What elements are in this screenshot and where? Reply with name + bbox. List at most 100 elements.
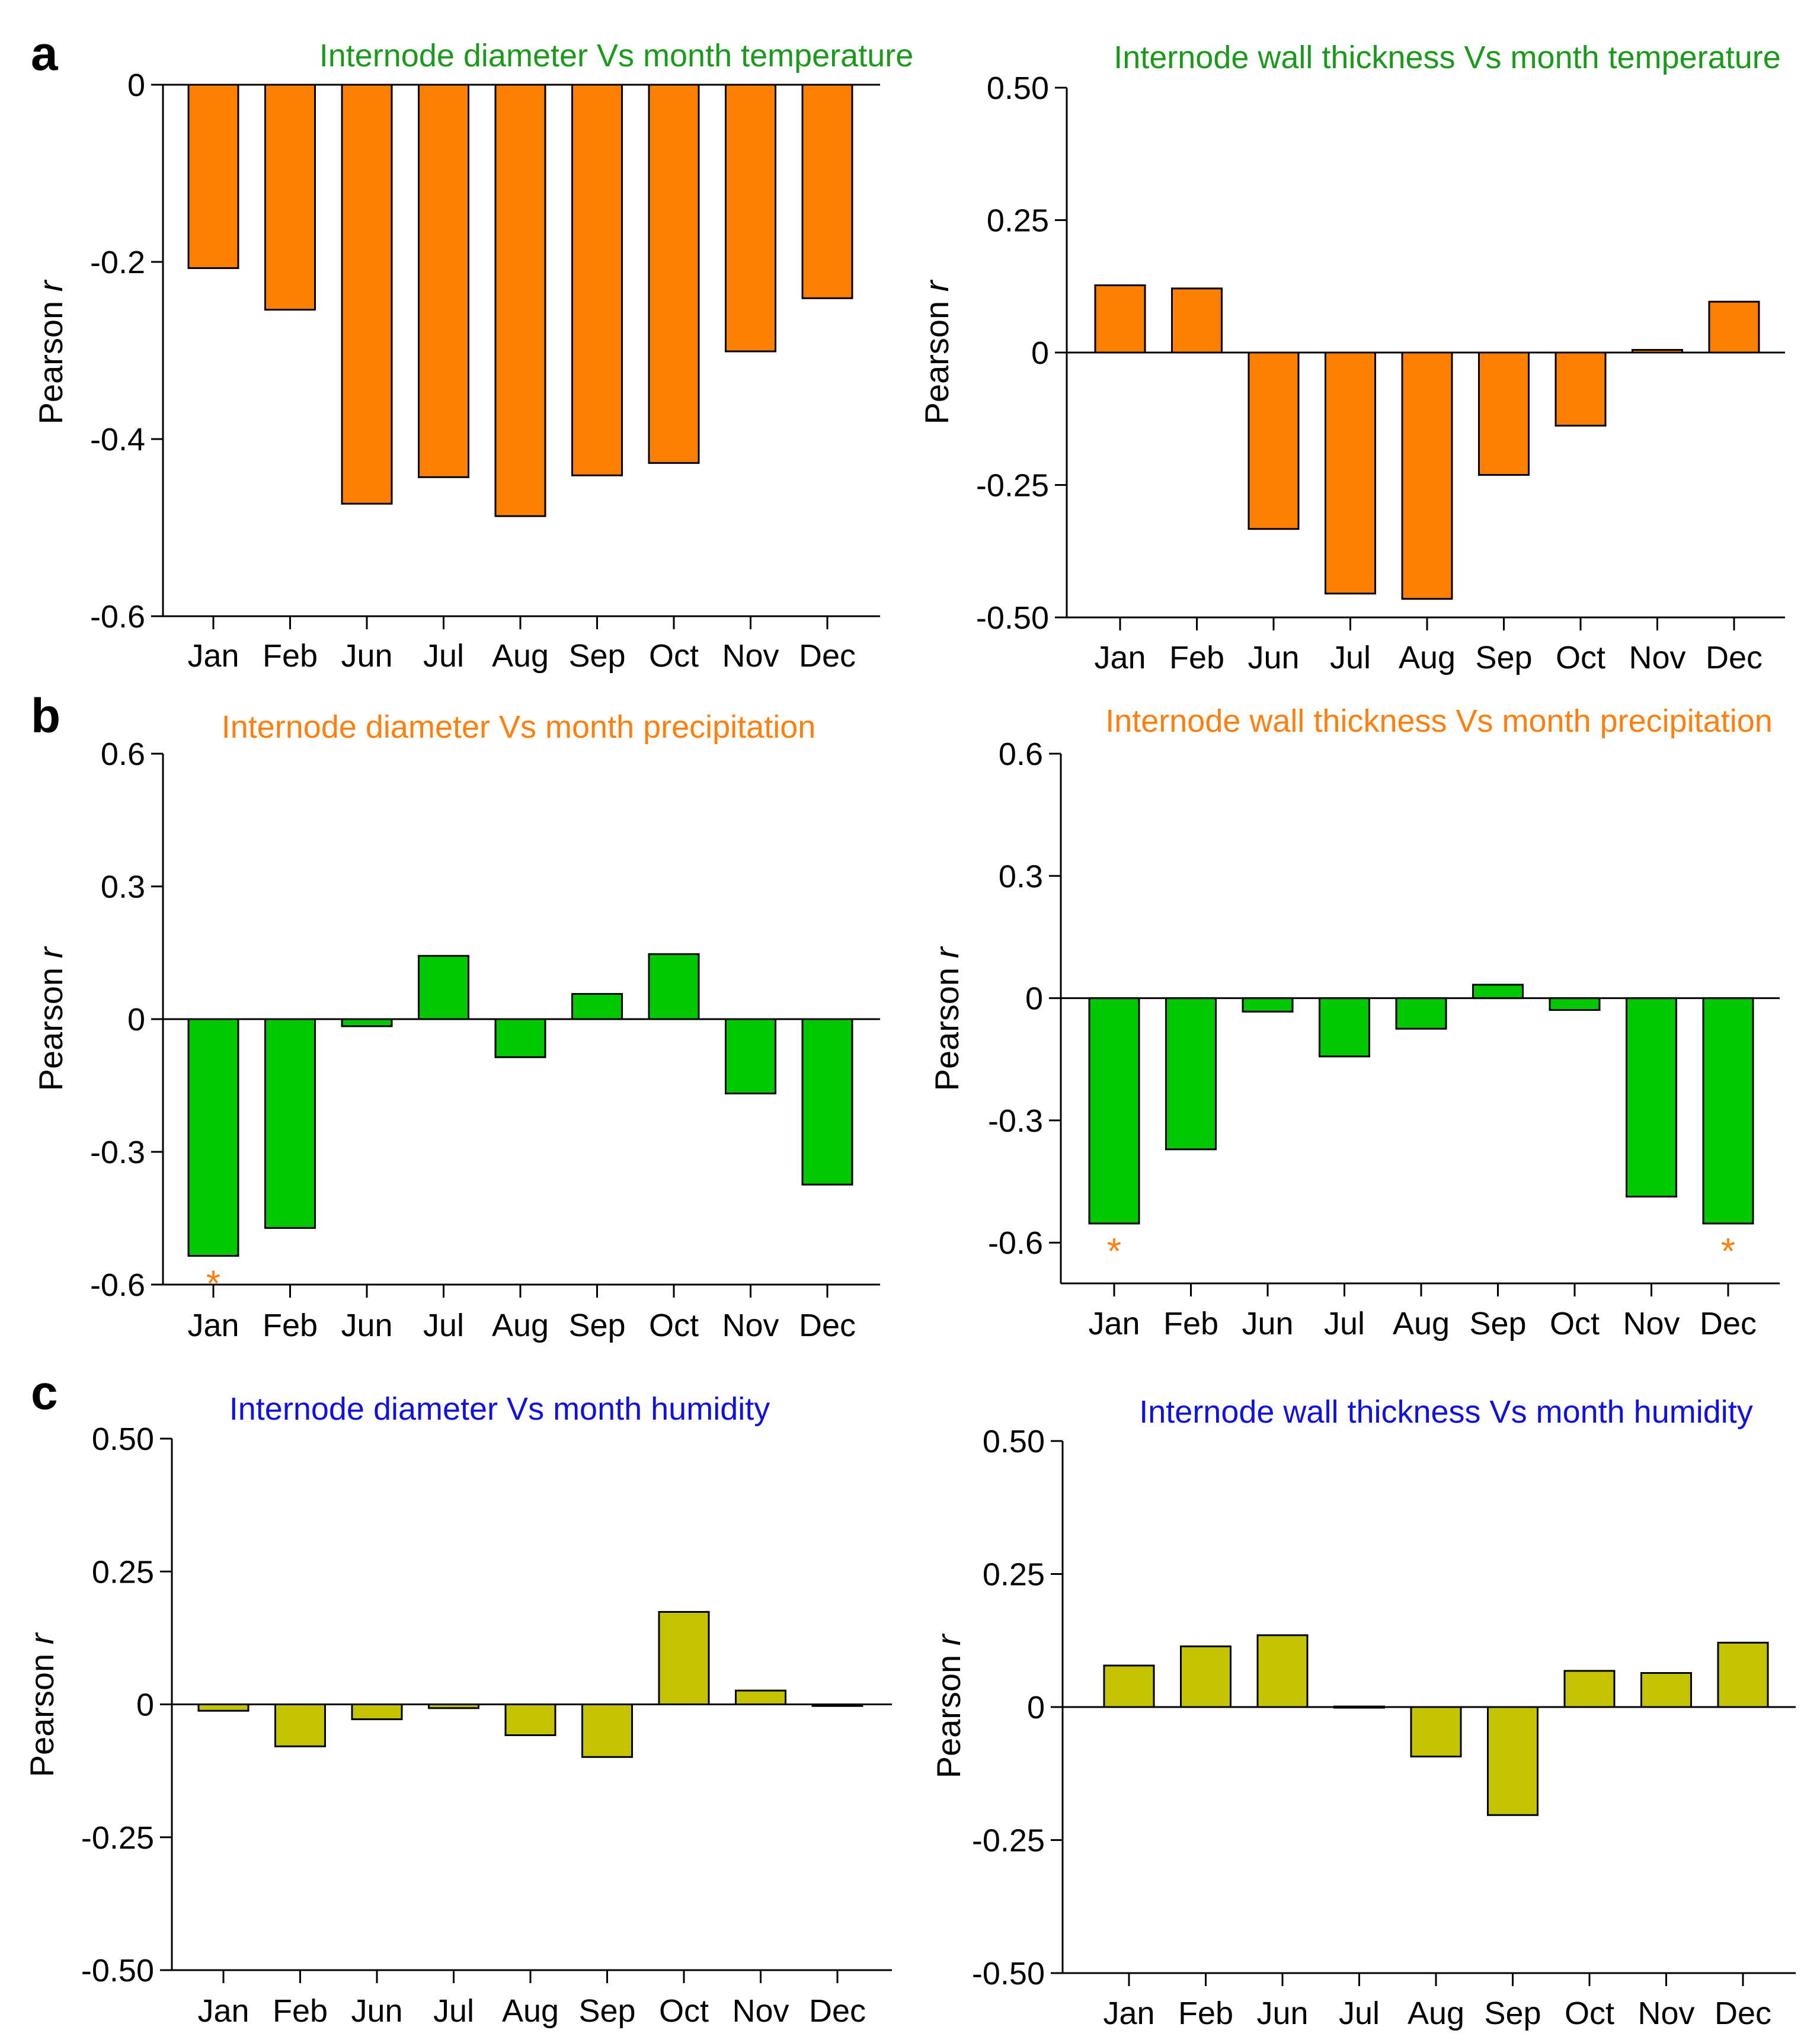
x-tick-label: Feb: [1163, 1306, 1218, 1341]
x-tick-label: Feb: [1169, 640, 1224, 675]
x-tick-label: Oct: [649, 638, 699, 674]
chart-c-right: Internode wall thickness Vs month humidi…: [930, 1394, 1796, 2031]
bar-oct: [1554, 351, 1607, 427]
chart-b-left: Internode diameter Vs month precipitatio…: [32, 709, 880, 1343]
significance-marker: *: [1721, 1231, 1735, 1272]
bar-feb: [264, 84, 316, 311]
x-tick-label: Aug: [1399, 640, 1456, 675]
bar-jul: [1319, 997, 1370, 1058]
y-tick-label: -0.50: [976, 600, 1049, 636]
bar-nov: [1640, 1672, 1692, 1708]
bar-jan: [1103, 1664, 1155, 1708]
x-tick-label: Oct: [1556, 640, 1605, 675]
y-axis-label: Pearson r: [23, 1632, 60, 1777]
chart-title: Internode wall thickness Vs month humidi…: [1139, 1394, 1753, 1430]
y-tick-label: -0.3: [90, 1135, 145, 1170]
bar-dec: [1708, 300, 1760, 354]
x-tick-label: Jan: [187, 638, 239, 674]
y-tick-label: 0.25: [983, 1557, 1045, 1593]
x-tick-label: Jul: [423, 1308, 464, 1343]
bar-oct: [1563, 1670, 1616, 1708]
bar-dec: [801, 84, 853, 299]
bar-oct: [648, 953, 700, 1020]
x-tick-label: Jun: [351, 1993, 402, 2029]
y-tick-label: 0.50: [92, 1421, 154, 1457]
y-tick-label: 0.3: [999, 859, 1043, 894]
y-axis-label: Pearson r: [930, 1633, 967, 1778]
y-tick-label: 0: [1025, 981, 1043, 1017]
y-tick-label: 0: [1031, 335, 1049, 371]
bar-nov: [1626, 997, 1677, 1198]
x-tick-label: Oct: [649, 1308, 699, 1343]
x-tick-label: Oct: [1550, 1306, 1600, 1341]
bar-jul: [418, 955, 469, 1020]
x-tick-label: Jul: [1330, 640, 1371, 675]
y-tick-label: -0.6: [988, 1225, 1043, 1261]
y-tick-label: 0.3: [101, 869, 145, 905]
y-tick-label: 0: [127, 1002, 145, 1037]
x-tick-label: Oct: [1565, 1996, 1614, 2031]
bar-sep: [571, 84, 623, 476]
chart-title: Internode wall thickness Vs month precip…: [1105, 703, 1773, 739]
bar-aug: [494, 1018, 546, 1058]
bar-jul: [418, 84, 469, 478]
bar-jan: [187, 1018, 239, 1257]
y-tick-label: 0.6: [101, 736, 145, 772]
x-tick-label: Sep: [568, 1308, 625, 1343]
bar-jun: [1256, 1634, 1309, 1708]
y-axis-label: Pearson r: [32, 946, 69, 1091]
x-tick-label: Jun: [1242, 1306, 1293, 1341]
y-tick-label: 0.50: [983, 1424, 1045, 1459]
bar-aug: [1410, 1706, 1462, 1758]
bar-dec: [1717, 1641, 1769, 1708]
bar-jan: [197, 1703, 250, 1712]
x-tick-label: Jul: [1339, 1996, 1380, 2031]
x-tick-label: Nov: [732, 1993, 789, 2029]
y-tick-label: 0: [127, 68, 145, 103]
y-tick-label: -0.3: [988, 1103, 1043, 1139]
chart-title: Internode diameter Vs month temperature: [319, 38, 914, 73]
bar-jun: [341, 1018, 393, 1027]
y-tick-label: 0.50: [987, 71, 1049, 106]
y-axis-label: Pearson r: [32, 279, 69, 424]
bar-jun: [1248, 351, 1300, 530]
x-tick-label: Dec: [799, 638, 856, 674]
bar-feb: [264, 1018, 316, 1229]
x-tick-label: Jul: [423, 638, 464, 674]
x-tick-label: Jul: [433, 1993, 474, 2029]
bar-sep: [1472, 984, 1524, 1000]
chart-title: Internode wall thickness Vs month temper…: [1114, 40, 1781, 75]
y-tick-label: -0.6: [90, 1267, 145, 1303]
chart-b-right: Internode wall thickness Vs month precip…: [928, 703, 1780, 1341]
x-tick-label: Dec: [1706, 640, 1763, 675]
x-tick-label: Aug: [492, 1308, 549, 1343]
x-tick-label: Aug: [492, 638, 549, 674]
significance-marker: *: [1107, 1231, 1121, 1272]
bar-jan: [1088, 997, 1140, 1225]
x-tick-label: Feb: [263, 638, 318, 674]
bar-nov: [735, 1689, 786, 1705]
x-tick-label: Feb: [1178, 1996, 1233, 2031]
x-tick-label: Nov: [722, 1308, 779, 1343]
bar-oct: [658, 1610, 710, 1706]
bar-jun: [341, 84, 393, 505]
y-tick-label: 0.25: [92, 1554, 154, 1590]
y-tick-label: -0.50: [972, 1956, 1045, 1991]
x-tick-label: Feb: [273, 1993, 328, 2029]
bar-aug: [1395, 997, 1447, 1030]
bar-nov: [725, 84, 776, 353]
bar-oct: [648, 84, 700, 464]
panel-label-c: c: [31, 1366, 58, 1420]
x-tick-label: Nov: [722, 638, 779, 674]
y-tick-label: -0.2: [90, 245, 145, 280]
x-tick-label: Jun: [341, 1308, 392, 1343]
x-tick-label: Aug: [1393, 1306, 1450, 1341]
panel-label-b: b: [31, 689, 61, 743]
x-tick-label: Oct: [659, 1993, 709, 2029]
bar-jun: [351, 1703, 403, 1721]
y-tick-label: -0.25: [81, 1820, 154, 1856]
x-tick-label: Sep: [578, 1993, 635, 2029]
bar-aug: [1401, 351, 1453, 600]
y-tick-label: 0: [136, 1687, 154, 1723]
x-tick-label: Nov: [1623, 1306, 1680, 1341]
